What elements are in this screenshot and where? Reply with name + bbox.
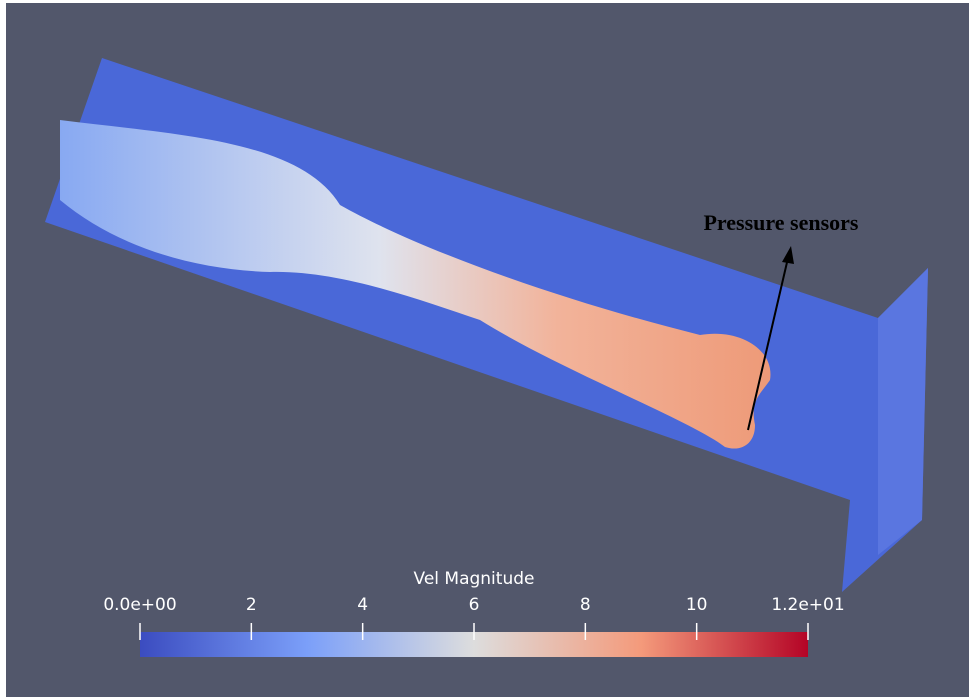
page: Pressure sensors Vel Magnitude 0.0e+00 2 4… xyxy=(0,0,973,700)
tick-label: 0.0e+00 xyxy=(103,595,176,615)
annotation: Pressure sensors xyxy=(703,210,858,235)
tick-label: 10 xyxy=(686,595,708,615)
colorbar-title: Vel Magnitude xyxy=(414,569,535,589)
tick-label: 1.2e+01 xyxy=(771,595,844,615)
render-view: Pressure sensors Vel Magnitude 0.0e+00 2 4… xyxy=(0,0,973,700)
tick-label: 8 xyxy=(580,595,591,615)
tick-label: 6 xyxy=(469,595,480,615)
tick-label: 4 xyxy=(357,595,368,615)
tick-label: 2 xyxy=(246,595,257,615)
end-plate xyxy=(878,268,928,555)
